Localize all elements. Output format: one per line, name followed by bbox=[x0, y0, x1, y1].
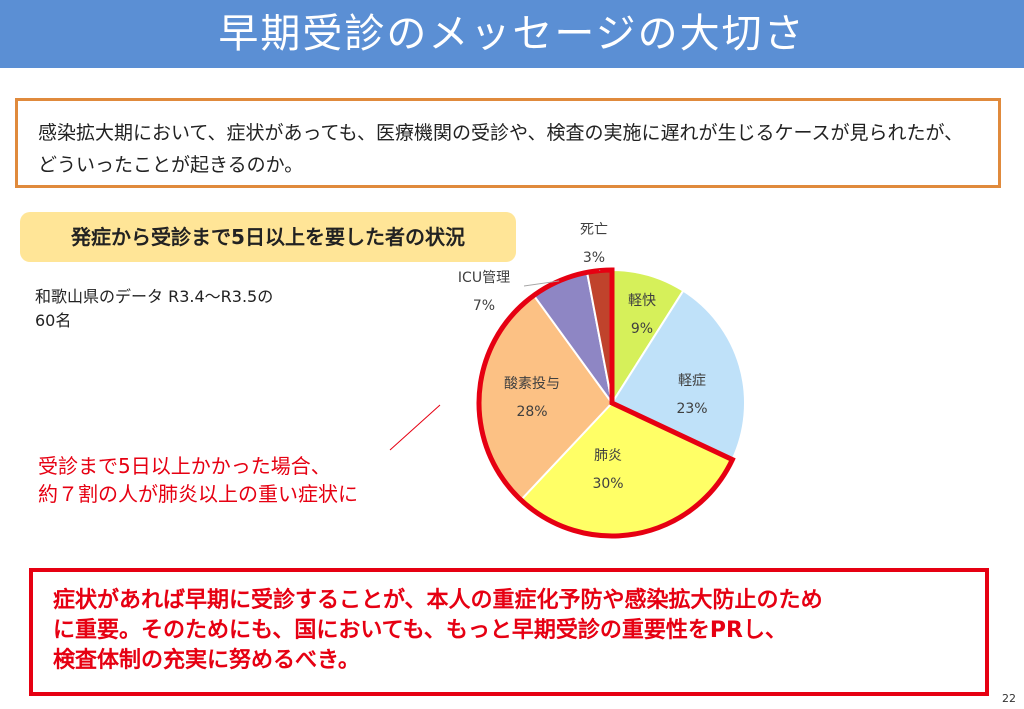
pie-leader-slice-5 bbox=[523, 280, 560, 287]
conclusion-box: 症状があれば早期に受診することが、本人の重症化予防や感染拡大防止のため に重要。… bbox=[29, 568, 989, 696]
pie-label-slice-5: ICU管理 bbox=[458, 270, 510, 286]
pie-labels: 軽快 9% 軽症 23% 肺炎 30% 酸素投与 28% ICU管理 7% 死亡 3% bbox=[458, 222, 708, 492]
pie-value-slice-2: 23% bbox=[676, 401, 707, 417]
conclusion-line-1: 症状があれば早期に受診することが、本人の重症化予防や感染拡大防止のため bbox=[53, 588, 823, 613]
pie-value-slice-5: 7% bbox=[473, 298, 495, 314]
pie-highlight-outline bbox=[476, 267, 736, 539]
pie-value-slice-4: 28% bbox=[516, 404, 547, 420]
callout-line-1: 受診まで5日以上かかった場合、 bbox=[38, 454, 331, 478]
callout-line-2: 約７割の人が肺炎以上の重い症状に bbox=[38, 482, 358, 506]
callout-text: 受診まで5日以上かかった場合、 約７割の人が肺炎以上の重い症状に bbox=[38, 452, 358, 508]
pie-label-slice-3: 肺炎 bbox=[594, 448, 622, 464]
page-number: 22 bbox=[1002, 692, 1016, 705]
data-source: 和歌山県のデータ R3.4～R3.5の 60名 bbox=[35, 285, 273, 333]
pie-value-slice-6: 3% bbox=[583, 250, 605, 266]
pie-chart: 軽快 9% 軽症 23% 肺炎 30% 酸素投与 28% ICU管理 7% 死亡 3% bbox=[458, 222, 746, 539]
conclusion-line-3: 検査体制の充実に努めるべき。 bbox=[53, 648, 360, 673]
slide-title: 早期受診のメッセージの大切さ bbox=[0, 0, 1024, 68]
pie-label-slice-2: 軽症 bbox=[678, 373, 706, 389]
pie-label-slice-4: 酸素投与 bbox=[504, 376, 560, 392]
intro-text: 感染拡大期において、症状があっても、医療機関の受診や、検査の実施に遅れが生じるケ… bbox=[15, 98, 1001, 188]
data-source-line-1: 和歌山県のデータ R3.4～R3.5の bbox=[35, 287, 274, 306]
pie-leader-slice-6 bbox=[599, 269, 601, 271]
pie-label-slice-1: 軽快 bbox=[628, 293, 656, 309]
data-source-line-2: 60名 bbox=[35, 311, 72, 330]
pie-value-slice-1: 9% bbox=[631, 321, 653, 337]
pie-label-slice-6: 死亡 bbox=[580, 222, 608, 238]
pie-highlight bbox=[476, 267, 736, 539]
pie-value-slice-3: 30% bbox=[592, 476, 623, 492]
chart-subtitle: 発症から受診まで5日以上を要した者の状況 bbox=[20, 212, 516, 262]
conclusion-line-2: に重要。そのためにも、国においても、もっと早期受診の重要性をPRし、 bbox=[53, 618, 787, 643]
